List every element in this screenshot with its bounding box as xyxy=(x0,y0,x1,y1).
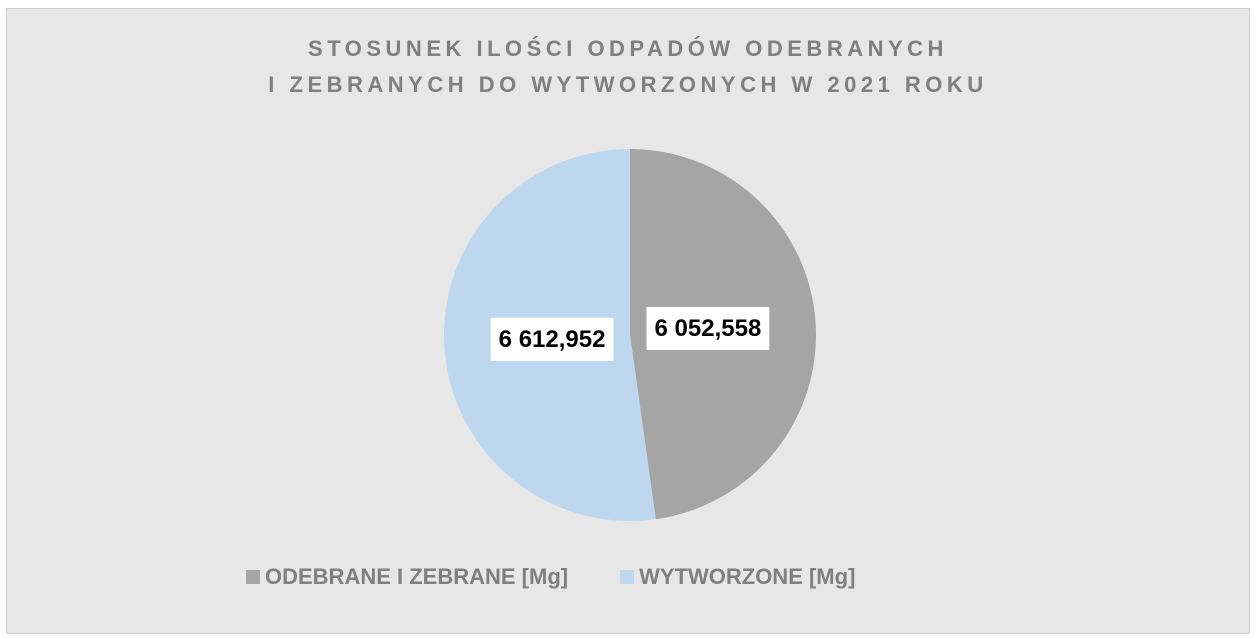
legend-swatch xyxy=(620,570,635,584)
legend-label: ODEBRANE I ZEBRANE [Mg] xyxy=(265,564,568,589)
data-label: 6 052,558 xyxy=(655,315,762,342)
data-label: 6 612,952 xyxy=(499,326,606,353)
data-label-box xyxy=(490,317,614,361)
chart-title: I ZEBRANYCH DO WYTWORZONYCH W 2021 ROKU xyxy=(268,72,987,97)
data-label-box xyxy=(646,306,770,350)
legend-label: WYTWORZONE [Mg] xyxy=(639,564,855,589)
chart-title: STOSUNEK ILOŚCI ODPADÓW ODEBRANYCH xyxy=(308,36,948,61)
legend-swatch xyxy=(246,570,260,584)
